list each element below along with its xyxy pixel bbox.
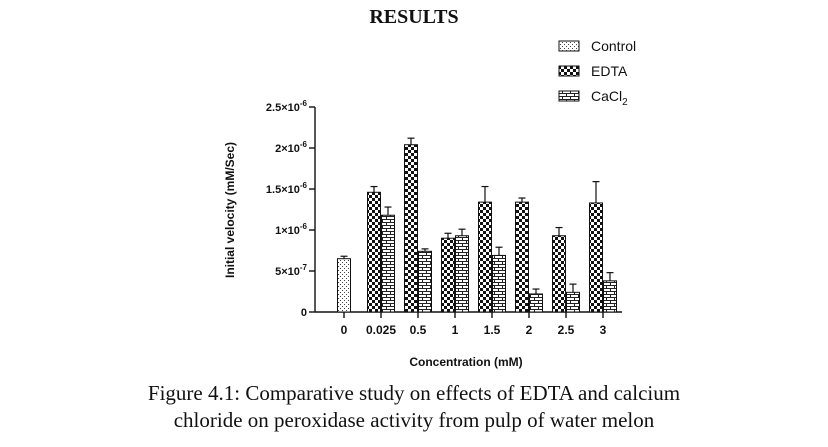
bar-edta-1.5 — [478, 201, 492, 313]
x-tick-label: 0.025 — [366, 323, 396, 337]
x-axis: 0 0.025 0.5 1 1.5 2 2.5 3 — [315, 311, 622, 337]
x-tick-label: 2 — [526, 323, 533, 337]
bar-edta-2 — [515, 201, 529, 313]
bar-control-0 — [337, 258, 351, 313]
bar-cacl2-2.5 — [566, 291, 580, 313]
page-heading: RESULTS — [369, 6, 459, 28]
y-tick-label: 2×10-6 — [275, 140, 307, 155]
y-tick-label: 1.5×10-6 — [266, 181, 308, 196]
y-tick-label: 2.5×10-6 — [266, 99, 308, 114]
bar-cacl2-2 — [529, 293, 543, 313]
bar-cacl2-1.5 — [492, 254, 506, 313]
bar-edta-0.5 — [404, 144, 418, 313]
y-axis-label: Initial velocity (mM/Sec) — [223, 142, 237, 278]
bar-cacl2-3 — [603, 280, 617, 313]
x-tick-label: 0.5 — [410, 323, 427, 337]
bar-edta-2.5 — [552, 235, 566, 313]
bars — [337, 137, 617, 313]
bar-cacl2-0.5 — [418, 250, 432, 313]
legend-label: EDTA — [591, 63, 628, 79]
caption-line-2: chloride on peroxidase activity from pul… — [173, 408, 655, 432]
legend-label: Control — [591, 38, 636, 54]
bar-cacl2-1 — [455, 235, 469, 313]
y-tick-label: 5×10-7 — [275, 263, 307, 278]
caption-line-1: Figure 4.1: Comparative study on effects… — [147, 381, 681, 405]
legend-swatch-dots — [558, 40, 580, 52]
legend-swatch-checker — [558, 65, 580, 77]
bar-cacl2-0.025 — [381, 214, 395, 313]
x-tick-label: 2.5 — [558, 323, 575, 337]
bar-edta-1 — [441, 237, 455, 313]
legend-swatch-brick — [558, 90, 580, 102]
legend-label: CaCl2 — [591, 88, 628, 108]
x-axis-label: Concentration (mM) — [409, 355, 522, 369]
x-tick-label: 0 — [341, 323, 348, 337]
x-tick-label: 3 — [600, 323, 607, 337]
figure-caption: Figure 4.1: Comparative study on effects… — [0, 380, 828, 434]
bar-edta-0.025 — [367, 191, 381, 313]
y-tick-label: 0 — [301, 307, 307, 319]
bar-edta-3 — [589, 202, 603, 313]
legend: Control EDTA CaCl2 — [558, 38, 636, 108]
x-tick-label: 1.5 — [484, 323, 501, 337]
y-axis: 0 5×10-7 1×10-6 1.5×10-6 2×10-6 2.5×10-6 — [266, 99, 316, 319]
x-tick-label: 1 — [452, 323, 459, 337]
y-tick-label: 1×10-6 — [275, 222, 307, 237]
